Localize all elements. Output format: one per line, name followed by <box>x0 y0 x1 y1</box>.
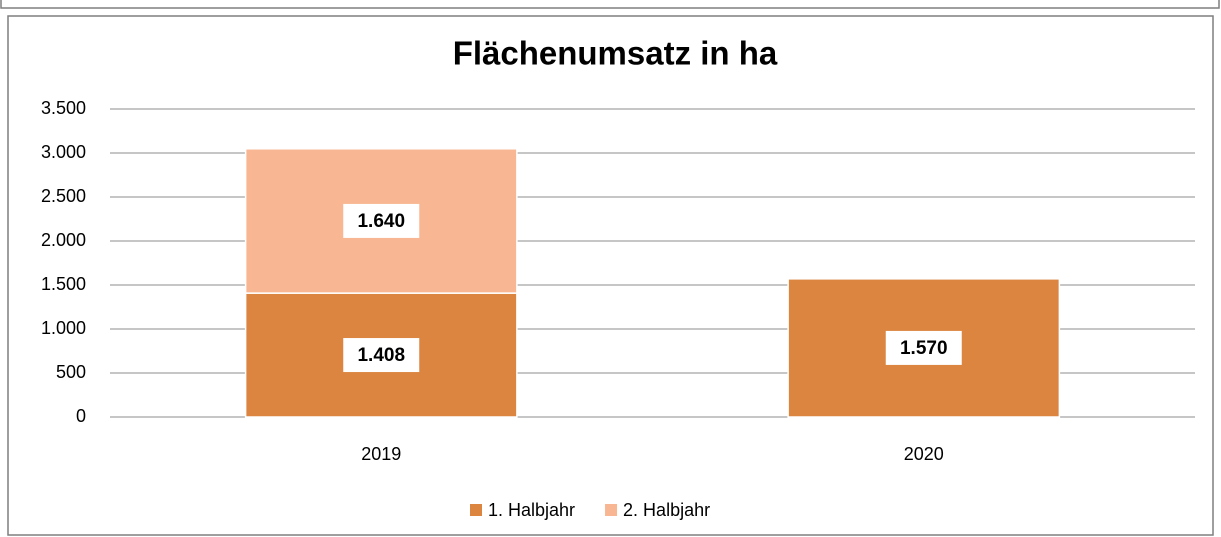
y-tick-label: 1.000 <box>41 318 86 338</box>
chart-title: Flächenumsatz in ha <box>453 35 778 72</box>
frame-top <box>0 0 1220 9</box>
y-tick-label: 3.500 <box>41 98 86 118</box>
value-label: 1.570 <box>900 338 948 359</box>
y-tick-label: 3.000 <box>41 142 86 162</box>
legend-label: 1. Halbjahr <box>488 500 575 520</box>
value-label-box <box>343 338 420 373</box>
legend-swatch <box>470 504 482 516</box>
chart-frame <box>7 15 1214 536</box>
y-tick-label: 2.000 <box>41 230 86 250</box>
y-tick-label: 1.500 <box>41 274 86 294</box>
legend-label: 2. Halbjahr <box>623 500 710 520</box>
x-tick-label: 2020 <box>904 444 944 464</box>
y-tick-label: 0 <box>76 406 86 426</box>
value-label: 1.408 <box>357 345 405 366</box>
value-label-box <box>885 330 962 365</box>
legend-swatch <box>605 504 618 516</box>
value-label-box <box>343 203 420 238</box>
y-tick-label: 500 <box>56 362 86 382</box>
x-tick-label: 2019 <box>361 444 401 464</box>
value-label: 1.640 <box>357 211 405 232</box>
y-tick-label: 2.500 <box>41 186 86 206</box>
